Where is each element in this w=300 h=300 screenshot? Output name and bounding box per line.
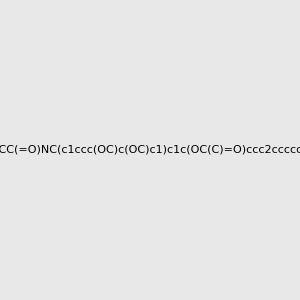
Text: CCCC(=O)NC(c1ccc(OC)c(OC)c1)c1c(OC(C)=O)ccc2ccccc12: CCCC(=O)NC(c1ccc(OC)c(OC)c1)c1c(OC(C)=O)… xyxy=(0,145,300,155)
